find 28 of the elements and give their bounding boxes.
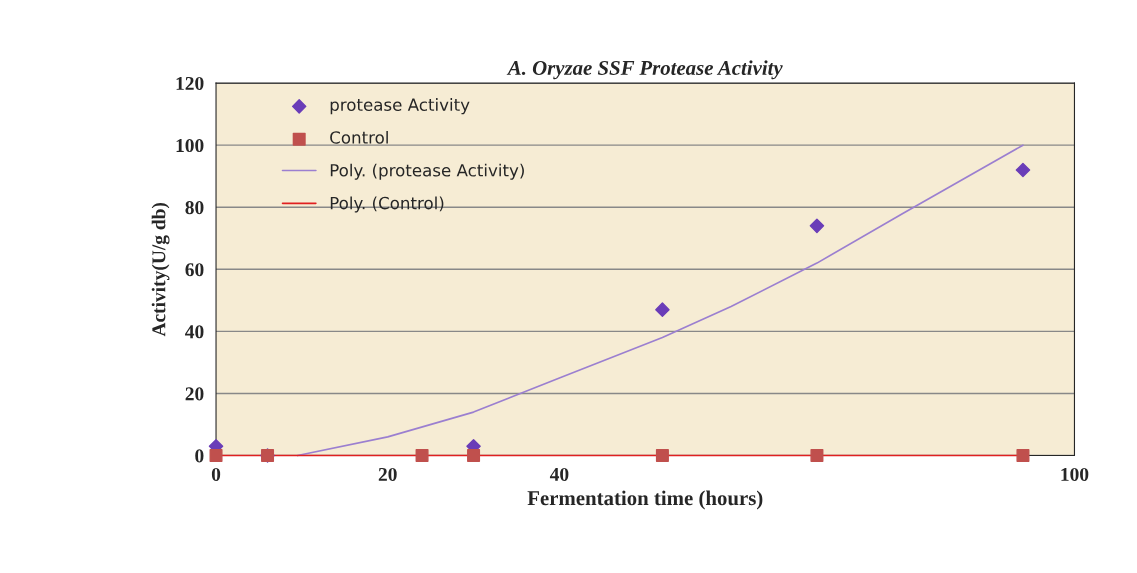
x-tick-label: 20 [378,467,397,482]
legend-label: Poly. (Control) [330,196,444,213]
point [655,449,669,463]
point [209,449,223,463]
y-tick-label: 120 [176,76,204,91]
y-axis-title: Activity(U/g db) [151,202,170,337]
legend-label: Poly. (protease Activity) [330,163,524,180]
point [1015,162,1031,178]
y-tick-label: 20 [185,387,204,401]
y-tick-label: 80 [185,201,204,215]
point [415,449,429,463]
y-tick-label: 40 [185,325,204,339]
point [810,449,824,463]
legend-label: protease Activity [330,98,470,115]
y-tick-label: 100 [176,138,204,153]
y-tick-label: 60 [185,263,204,277]
legend-label: Control [330,130,388,144]
x-tick-label: 0 [211,467,221,482]
y-tick-label: 0 [195,449,204,463]
point [1016,449,1030,463]
x-axis-title: Fermentation time (hours) [527,490,763,510]
point [809,218,825,234]
chart-title: A. Oryzae SSF Protease Activity [506,60,783,80]
line-series [296,144,1024,457]
point [655,302,670,317]
x-tick-label: 100 [1061,467,1089,482]
point [467,449,481,463]
x-tick-label: 40 [549,467,569,482]
